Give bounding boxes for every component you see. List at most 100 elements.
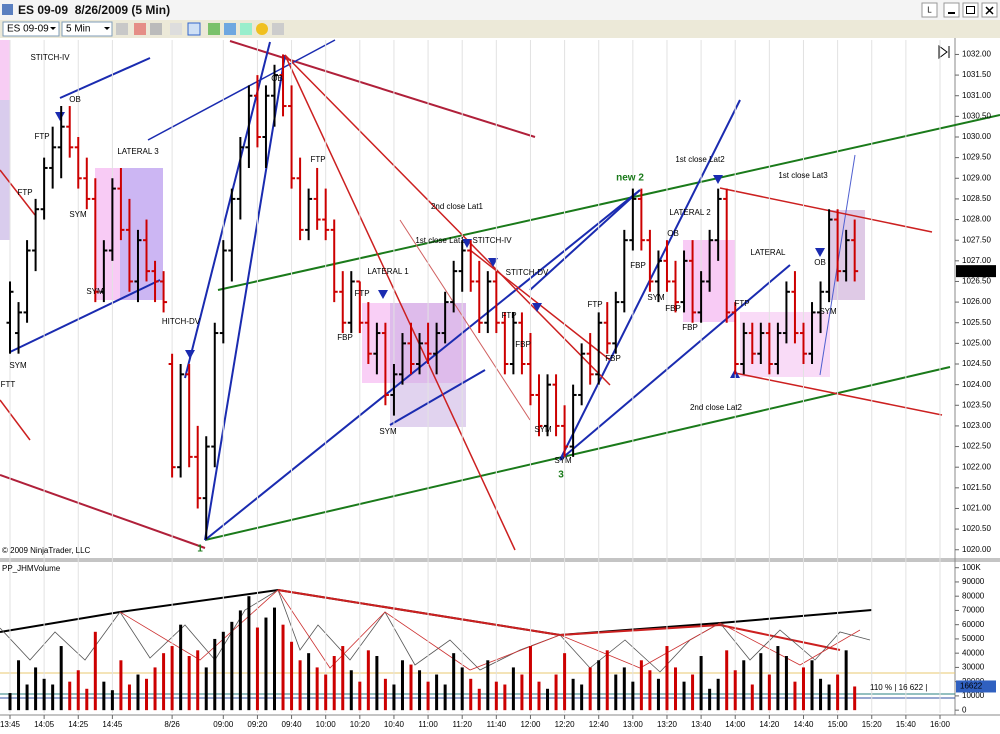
- annotation: 1st close Lat2: [675, 155, 725, 164]
- annotation: LATERAL: [751, 248, 787, 257]
- annotation: STITCH-IV: [30, 53, 70, 62]
- annotation: SYM: [554, 456, 572, 465]
- volume-bar: [648, 670, 652, 711]
- volume-bar: [597, 660, 601, 711]
- x-tick-label: 13:00: [623, 720, 644, 729]
- volume-bar: [827, 684, 831, 711]
- volume-bar: [554, 674, 558, 711]
- volume-bar: [665, 646, 669, 711]
- tool-button[interactable]: [240, 23, 252, 35]
- volume-bar: [221, 631, 225, 711]
- instrument-label: ES 09-09: [7, 24, 49, 35]
- annotation: STITCH-DV: [506, 268, 549, 277]
- volume-bar: [844, 650, 848, 711]
- volume-swing: [119, 589, 861, 671]
- y-tick-label: 1026.50: [962, 277, 991, 286]
- y-tick-label: 1031.50: [962, 70, 991, 79]
- y-tick-label: 1030.50: [962, 111, 991, 120]
- annotation: FTP: [587, 300, 602, 309]
- annotation: LATERAL 3: [117, 147, 159, 156]
- cursor-button[interactable]: [170, 23, 182, 35]
- volume-bar: [375, 656, 379, 711]
- volume-bar: [383, 678, 387, 711]
- annotation: SYM: [9, 361, 27, 370]
- annotation: FTP: [501, 311, 516, 320]
- annotation: FTP: [354, 289, 369, 298]
- x-tick-label: 09:20: [247, 720, 268, 729]
- volume-swing: [277, 589, 841, 651]
- volume-bar: [264, 617, 268, 711]
- trend-line: [59, 57, 151, 99]
- annotation: FBP: [337, 333, 353, 342]
- properties-button[interactable]: [272, 23, 284, 35]
- close-icon: [985, 6, 994, 15]
- volume-bar: [443, 684, 447, 711]
- y-tick-label: 1020.00: [962, 545, 991, 554]
- volume-bar: [196, 650, 200, 711]
- volume-bar: [801, 667, 805, 711]
- volume-bar: [230, 621, 234, 711]
- volume-bar: [17, 660, 21, 711]
- volume-bar: [588, 667, 592, 711]
- x-tick-label: 10:00: [316, 720, 337, 729]
- alert-button[interactable]: [256, 23, 268, 35]
- x-tick-label: 10:20: [350, 720, 371, 729]
- trend-line: [229, 40, 536, 138]
- annotation: SYM: [69, 210, 87, 219]
- volume-bar: [170, 646, 174, 711]
- strategy-button[interactable]: [208, 23, 220, 35]
- annotation: FTT: [1, 380, 16, 389]
- y-tick-label: 100K: [962, 563, 981, 572]
- y-tick-label: 1021.00: [962, 504, 991, 513]
- volume-bar: [153, 667, 157, 711]
- volume-bar: [716, 678, 720, 711]
- annotation: OB: [814, 258, 826, 267]
- period-dropdown[interactable]: [61, 21, 113, 37]
- zoom-button[interactable]: [150, 23, 162, 35]
- volume-bar: [136, 674, 140, 711]
- annotation: 1: [197, 544, 203, 555]
- y-tick-label: 60000: [962, 620, 985, 629]
- volume-bar: [332, 656, 336, 711]
- annotation: LATERAL 1: [367, 267, 409, 276]
- volume-bar: [520, 674, 524, 711]
- minimize-button[interactable]: [943, 2, 960, 18]
- volume-bar: [426, 681, 430, 711]
- volume-bar: [452, 653, 456, 711]
- layout-button[interactable]: [921, 2, 938, 18]
- volume-bar: [494, 681, 498, 711]
- draw-tool-button[interactable]: [134, 23, 146, 35]
- annotation: OB: [667, 229, 679, 238]
- lateral-box: [120, 168, 163, 300]
- volume-bar: [784, 656, 788, 711]
- volume-bar: [622, 667, 626, 711]
- instrument-dropdown[interactable]: [2, 21, 60, 37]
- annotation: SYM: [647, 293, 665, 302]
- tool-button[interactable]: [116, 23, 128, 35]
- volume-bar: [307, 653, 311, 711]
- indicator-button[interactable]: [224, 23, 236, 35]
- volume-bar: [366, 650, 370, 711]
- trend-line: [284, 54, 611, 386]
- y-tick-label: 1029.50: [962, 153, 991, 162]
- volume-bar: [59, 646, 63, 711]
- layout-button-label: L: [927, 6, 932, 15]
- annotation: OB: [69, 95, 81, 104]
- trend-lines: [0, 39, 1000, 551]
- volume-bar: [8, 693, 12, 711]
- trend-line: [9, 279, 161, 353]
- signal-arrow: [462, 239, 472, 248]
- volume-bar: [571, 678, 575, 711]
- y-tick-label: 1023.50: [962, 400, 991, 409]
- scroll-end-icon[interactable]: [938, 45, 950, 59]
- signal-arrow: [378, 290, 388, 299]
- volume-bar: [119, 660, 123, 711]
- volume-bar: [42, 678, 46, 711]
- x-tick-label: 14:00: [725, 720, 746, 729]
- x-tick-label: 8/26: [164, 720, 180, 729]
- volume-bar: [85, 688, 89, 711]
- x-tick-label: 09:40: [282, 720, 303, 729]
- maximize-button[interactable]: [962, 2, 979, 18]
- tool-button[interactable]: [187, 22, 201, 36]
- volume-bar: [546, 688, 550, 711]
